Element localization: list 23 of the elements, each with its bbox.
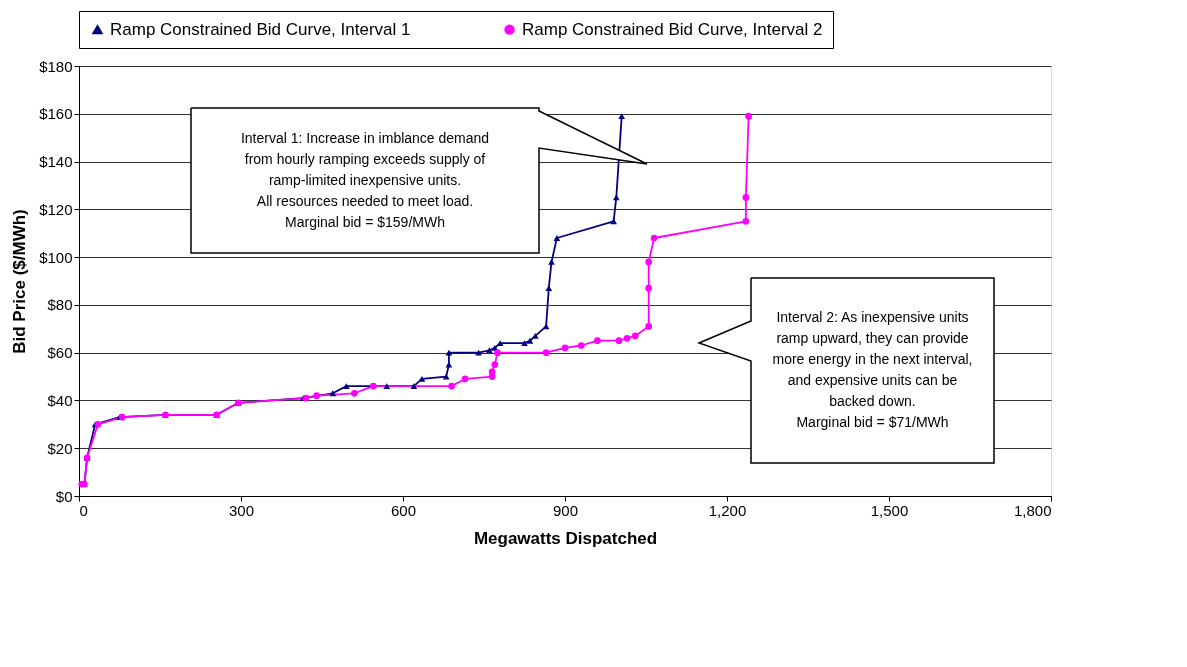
legend-label: Ramp Constrained Bid Curve, Interval 2 xyxy=(522,19,823,39)
y-axis-title: Bid Price ($/MWh) xyxy=(10,209,30,354)
y-tick-label: $40 xyxy=(47,391,73,409)
x-tick-label: 1,500 xyxy=(870,501,909,519)
y-tick-label: $0 xyxy=(55,487,73,505)
annotation: Interval 2: As inexpensive units ramp upward, they can provide more energy in the next interval, and expensive units can be backed down. Marginal bid = $71/MWh xyxy=(772,309,973,430)
x-tick-label: 1,200 xyxy=(708,501,747,519)
y-tick-label: $140 xyxy=(39,153,73,171)
y-tick-label: $60 xyxy=(47,344,73,362)
y-tick-label: $180 xyxy=(39,57,73,75)
y-tick-label: $80 xyxy=(47,296,73,314)
y-tick-label: $20 xyxy=(47,439,73,457)
y-tick-label: $120 xyxy=(39,200,73,218)
x-tick-label: 900 xyxy=(552,501,579,519)
x-tick-label: 300 xyxy=(228,501,255,519)
y-tick-label: $100 xyxy=(39,248,73,266)
x-tick-label: 0 xyxy=(79,501,88,519)
annotation: Interval 1: Increase in imblance demand from hourly ramping exceeds supply of ramp-limited inexpensive units. All resources needed to meet load. Marginal bid = $159/MWh xyxy=(240,129,490,230)
y-tick-label: $160 xyxy=(39,105,73,123)
x-tick-label: 600 xyxy=(390,501,417,519)
x-tick-label: 1,800 xyxy=(1013,501,1052,519)
legend-label: Ramp Constrained Bid Curve, Interval 1 xyxy=(110,19,411,39)
x-axis-title: Megawatts Dispatched xyxy=(473,528,658,548)
